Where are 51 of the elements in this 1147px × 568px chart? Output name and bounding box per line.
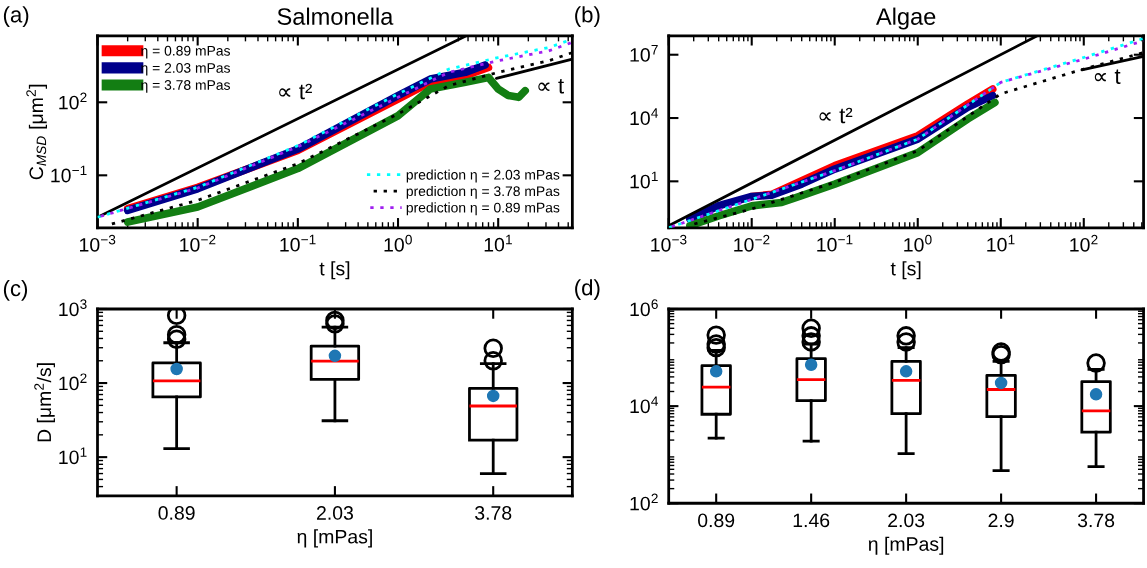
y-tick-label: 10$^{6}$ xyxy=(630,299,658,317)
y-tick-label: 10$^{4}$ xyxy=(630,396,659,414)
x-tick-label: 10$^{−2}$ xyxy=(734,234,770,252)
text: (b) xyxy=(575,6,600,27)
x-axis-title: t [s] xyxy=(890,261,921,280)
x-tick-label: 10$^{0}$ xyxy=(384,234,412,252)
x-tick-label: 3.78 xyxy=(475,506,512,520)
x-tick-label: 10$^{0}$ xyxy=(904,234,932,252)
x-tick-label: 0.89 xyxy=(158,506,195,520)
chart-title: Salmonella xyxy=(277,7,394,25)
x-tick-label: 10$^{1}$ xyxy=(484,234,512,252)
x-tick-label: 10$^{−3}$ xyxy=(651,234,687,252)
y-tick-label: 10$^{2}$ xyxy=(59,373,87,391)
x-tick-label: 10$^{−3}$ xyxy=(80,234,116,252)
y-tick-label: 10$^{1}$ xyxy=(630,171,658,189)
y-axis-title: C$_{MSD}$ [μm$^{2}$] xyxy=(26,84,47,180)
text: (d) xyxy=(575,279,600,300)
y-tick-label: 10$^{2}$ xyxy=(59,92,87,110)
y-tick-label: 10$^{1}$ xyxy=(59,447,87,465)
x-tick-label: 1.46 xyxy=(793,513,830,528)
x-axis-title: η [mPas] xyxy=(297,529,372,548)
legend-label: η = 3.78 mPas xyxy=(141,80,230,93)
text: (a) xyxy=(3,6,29,27)
chart-title: Algae xyxy=(875,7,936,30)
x-axis-title: t [s] xyxy=(319,261,350,280)
annotation: ∝ t xyxy=(538,79,564,94)
annotation: ∝ t² xyxy=(279,83,312,100)
legend-label: prediction η = 3.78 mPas xyxy=(406,185,560,199)
legend-label: η = 2.03 mPas xyxy=(141,62,230,76)
x-tick-label: 2.03 xyxy=(888,513,925,528)
x-tick-label: 10$^{1}$ xyxy=(987,234,1015,252)
y-tick-label: 10$^{4}$ xyxy=(630,108,659,126)
annotation: ∝ t² xyxy=(819,107,853,124)
x-tick-label: 3.78 xyxy=(1077,513,1115,528)
annotation: ∝ t xyxy=(1094,69,1121,84)
legend-label: η = 0.89 mPas xyxy=(141,45,230,59)
y-tick-label: 10$^{−1}$ xyxy=(51,165,87,183)
x-axis-title: η [mPas] xyxy=(868,536,944,555)
x-tick-label: 10$^{2}$ xyxy=(1070,234,1098,252)
x-tick-label: 10$^{−2}$ xyxy=(180,234,216,252)
text: (c) xyxy=(3,279,28,301)
x-tick-label: 2.03 xyxy=(316,506,353,520)
y-tick-label: 10$^{3}$ xyxy=(59,299,87,317)
y-tick-label: 10$^{7}$ xyxy=(630,45,658,62)
y-axis-title: D [μm$^{2}$/s] xyxy=(34,363,55,442)
legend-label: prediction η = 0.89 mPas xyxy=(406,202,560,216)
x-tick-label: 10$^{−1}$ xyxy=(817,234,853,252)
x-tick-label: 0.89 xyxy=(698,513,735,528)
x-tick-label: 2.9 xyxy=(988,513,1014,528)
x-tick-label: 10$^{−1}$ xyxy=(280,234,316,252)
legend-label: prediction η = 2.03 mPas xyxy=(406,169,560,183)
